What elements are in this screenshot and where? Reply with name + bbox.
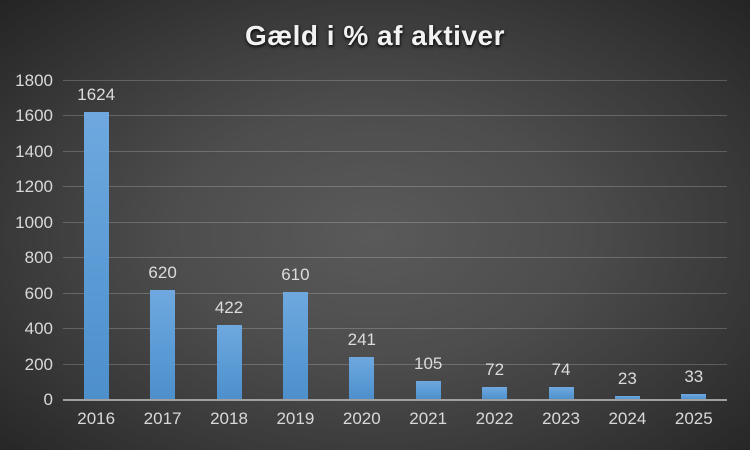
bar-2016 xyxy=(83,112,109,400)
bar-value-label: 1624 xyxy=(77,85,116,105)
bar-value-label: 422 xyxy=(214,298,244,318)
x-tick-label: 2017 xyxy=(143,409,182,428)
x-tick-label: 2024 xyxy=(608,409,647,428)
bar-value-label: 241 xyxy=(347,330,376,350)
chart-title: Gæld i % af aktiver xyxy=(244,20,506,51)
gridline xyxy=(63,292,727,294)
x-tick-label: 2021 xyxy=(409,409,448,428)
bar-value-label: 610 xyxy=(281,264,310,284)
gridline xyxy=(63,150,727,152)
bar-value-label: 33 xyxy=(684,367,704,387)
y-tick-label: 1600 xyxy=(15,106,53,126)
bar-2021 xyxy=(415,381,441,400)
x-tick-label: 2022 xyxy=(475,409,514,428)
gridline xyxy=(63,115,727,117)
y-axis-tick-labels: 0 200 400 600 800 1000 1200 1400 1600 1800 xyxy=(0,0,55,450)
gridline xyxy=(63,80,727,81)
bar-2024 xyxy=(614,395,640,400)
bar-2019 xyxy=(282,291,308,400)
x-tick-label: 2016 xyxy=(77,409,116,428)
y-tick-label: 200 xyxy=(24,354,53,374)
x-tick-label: 2020 xyxy=(342,409,381,428)
y-tick-label: 1800 xyxy=(15,71,53,90)
bar-2023 xyxy=(548,386,574,400)
gridline xyxy=(63,328,727,330)
gridline xyxy=(63,221,727,223)
y-tick-label: 800 xyxy=(24,248,53,268)
bar-2025 xyxy=(681,394,707,400)
x-tick-label: 2023 xyxy=(542,409,580,428)
x-tick-label: 2018 xyxy=(210,409,248,428)
bar-value-label: 620 xyxy=(148,263,177,283)
y-tick-label: 1000 xyxy=(15,212,53,232)
y-tick-label: 0 xyxy=(43,390,53,409)
bar-2022 xyxy=(482,387,508,400)
gridline xyxy=(63,257,727,259)
bar-value-label: 72 xyxy=(485,360,505,380)
y-tick-label: 400 xyxy=(24,319,53,339)
x-axis-line xyxy=(63,399,727,401)
x-tick-label: 2025 xyxy=(674,409,713,428)
bar-value-label: 74 xyxy=(551,359,571,379)
bar-2017 xyxy=(150,290,176,400)
y-tick-label: 1400 xyxy=(15,141,53,161)
gridline xyxy=(63,363,727,365)
x-tick-label: 2019 xyxy=(276,409,315,428)
plot-area: 1624 620 422 610 241 105 72 74 23 33 xyxy=(63,80,727,401)
y-tick-label: 1200 xyxy=(15,177,53,197)
gridline xyxy=(63,186,727,188)
y-tick-label: 600 xyxy=(24,283,53,303)
bar-2018 xyxy=(216,325,242,400)
bar-value-label: 23 xyxy=(617,368,637,388)
bar-2020 xyxy=(349,357,375,400)
bar-value-label: 105 xyxy=(414,354,443,374)
x-axis-tick-labels: 2016 2017 2018 2019 2020 2021 2022 2023 2024 2025 xyxy=(63,409,727,435)
